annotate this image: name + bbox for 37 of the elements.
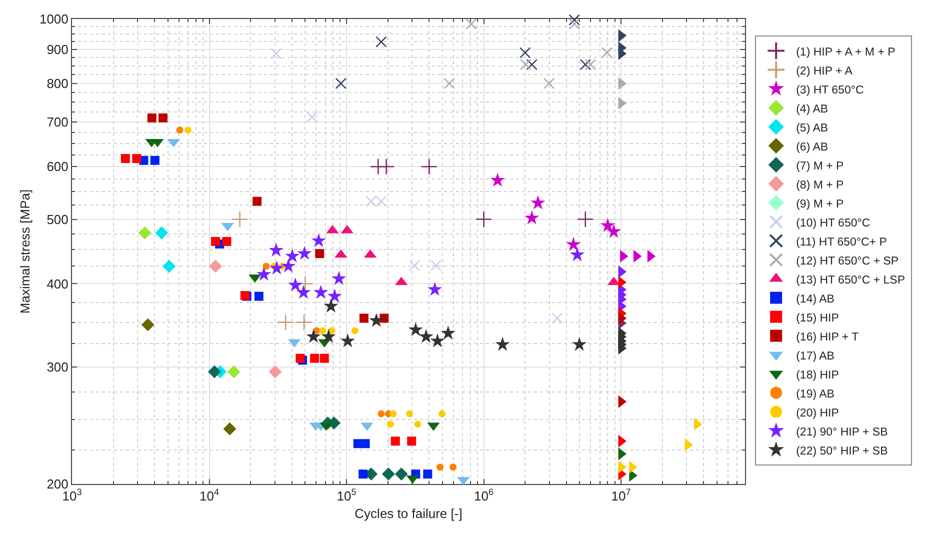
x-tick-label: 10$^{7}$ [611,487,631,504]
legend-label: (10) HT 650°C [796,217,870,230]
x-tick-label: 10$^{6}$ [474,487,494,504]
legend-label: (16) HIP + T [796,331,859,344]
y-tick-label: 1000 [39,12,68,27]
x-axis-title: Cycles to failure [-] [354,506,462,522]
y-tick-label: 300 [46,359,68,374]
legend-label: (20) HIP [796,407,840,420]
legend-label: (4) AB [796,103,828,116]
x-tick-label: 10$^{4}$ [199,487,220,504]
legend-label: (22) 50° HIP + SB [796,445,888,458]
legend-label: (15) HIP [796,312,840,324]
y-tick-label: 700 [46,114,68,130]
legend-label: (3) HT 650°C [796,84,864,96]
y-tick-label: 600 [46,159,68,174]
y-tick-label: 900 [46,42,68,57]
legend-label: (11) HT 650°C+ P [796,236,888,248]
legend-label: (8) M + P [796,179,844,192]
legend-label: (12) HT 650°C + SP [796,255,899,268]
y-axis-title: Maximal stress [MPa] [17,189,32,314]
y-tick-label: 500 [46,212,68,227]
legend-label: (7) M + P [796,160,844,172]
y-tick-label: 800 [46,76,68,92]
legend-label: (17) AB [796,350,835,362]
y-tick-label: 200 [46,476,68,492]
legend-label: (5) AB [796,122,828,134]
legend-label: (18) HIP [796,369,840,382]
legend-label: (1) HIP + A + M + P [796,46,896,58]
legend-label: (14) AB [796,293,835,306]
legend-label: (2) HIP + A [796,65,853,78]
legend-label: (21) 90° HIP + SB [796,426,888,438]
legend-label: (13) HT 650°C + LSP [796,274,906,286]
legend-label: (19) AB [796,388,835,400]
x-tick-label: 10$^{5}$ [336,487,356,504]
y-tick-label: 400 [46,276,68,292]
legend-label: (6) AB [796,141,828,154]
legend-label: (9) M + P [796,198,844,210]
